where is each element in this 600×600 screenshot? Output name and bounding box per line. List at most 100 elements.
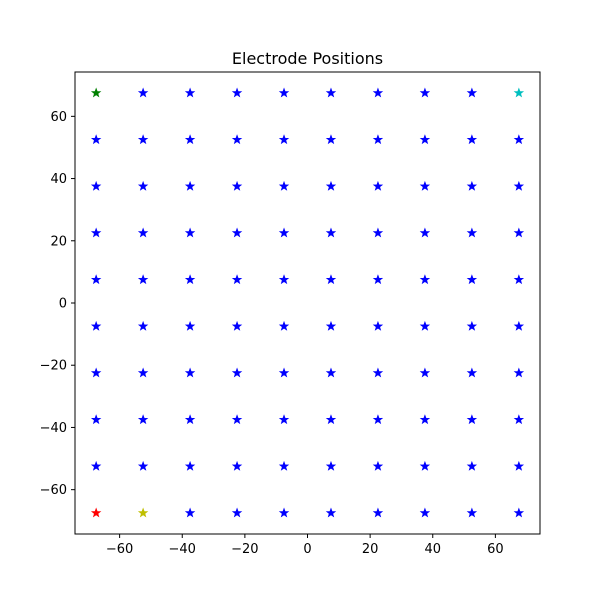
electrode-point	[325, 227, 337, 238]
electrode-point	[372, 180, 384, 191]
electrode-point	[325, 367, 337, 378]
y-tick-label: −60	[40, 483, 67, 498]
electrode-point	[184, 87, 196, 98]
x-tick-label: 20	[362, 542, 379, 557]
electrode-point	[372, 320, 384, 331]
electrode-point	[90, 227, 102, 238]
electrode-point	[325, 414, 337, 425]
electrode-point	[325, 180, 337, 191]
electrode-point	[90, 134, 102, 145]
electrode-point	[513, 134, 525, 145]
electrode-point	[184, 320, 196, 331]
electrode-point	[513, 367, 525, 378]
electrode-point	[231, 180, 243, 191]
electrode-point	[372, 227, 384, 238]
electrode-point	[90, 414, 102, 425]
y-tick-label: −40	[40, 421, 67, 436]
x-axis: −60 −40 −20 0 20 40 60	[106, 534, 504, 557]
electrode-point	[419, 367, 431, 378]
electrode-point	[90, 460, 102, 471]
electrode-point	[466, 134, 478, 145]
electrode-point	[466, 507, 478, 518]
electrode-point	[90, 367, 102, 378]
electrode-point	[513, 180, 525, 191]
electrode-point	[231, 320, 243, 331]
electrode-point	[325, 274, 337, 285]
y-tick-label: 20	[50, 234, 67, 249]
electrode-point	[278, 367, 290, 378]
electrode-point	[278, 87, 290, 98]
electrode-point	[90, 87, 102, 98]
electrode-point	[513, 507, 525, 518]
x-tick-label: −60	[106, 542, 133, 557]
electrode-point	[466, 367, 478, 378]
electrode-point	[184, 134, 196, 145]
electrode-point	[419, 320, 431, 331]
electrode-point	[278, 460, 290, 471]
electrode-point	[466, 320, 478, 331]
electrode-point	[325, 320, 337, 331]
electrode-point	[184, 367, 196, 378]
electrode-point	[231, 507, 243, 518]
electrode-point	[184, 507, 196, 518]
y-tick-label: 0	[59, 297, 67, 312]
electrode-point	[231, 87, 243, 98]
electrode-point	[184, 227, 196, 238]
electrode-point	[513, 87, 525, 98]
electrode-point	[466, 87, 478, 98]
electrode-point	[372, 87, 384, 98]
y-tick-label: 60	[50, 110, 67, 125]
electrode-point	[419, 507, 431, 518]
electrode-point	[184, 414, 196, 425]
electrode-point	[278, 320, 290, 331]
electrode-point	[372, 134, 384, 145]
electrode-point	[419, 134, 431, 145]
electrode-point	[137, 367, 149, 378]
electrode-point	[231, 414, 243, 425]
electrode-point	[372, 507, 384, 518]
electrode-point	[90, 180, 102, 191]
electrode-point	[419, 227, 431, 238]
electrode-point	[325, 134, 337, 145]
electrode-point	[278, 274, 290, 285]
electrode-point	[231, 367, 243, 378]
electrode-point	[137, 180, 149, 191]
electrode-point	[466, 460, 478, 471]
electrode-point	[513, 227, 525, 238]
electrode-point	[137, 134, 149, 145]
electrode-point	[419, 460, 431, 471]
electrode-point	[184, 180, 196, 191]
x-tick-label: 0	[303, 542, 311, 557]
electrode-point	[137, 227, 149, 238]
y-tick-label: 40	[50, 172, 67, 187]
electrode-point	[231, 227, 243, 238]
electrode-point	[325, 87, 337, 98]
electrode-point	[90, 507, 102, 518]
electrode-points	[90, 87, 525, 518]
x-tick-label: −20	[231, 542, 258, 557]
electrode-point	[137, 320, 149, 331]
electrode-point	[231, 274, 243, 285]
electrode-point	[513, 274, 525, 285]
electrode-point	[137, 274, 149, 285]
electrode-point	[278, 180, 290, 191]
electrode-point	[419, 87, 431, 98]
electrode-point	[466, 274, 478, 285]
electrode-point	[137, 87, 149, 98]
electrode-point	[513, 414, 525, 425]
electrode-point	[372, 460, 384, 471]
y-tick-label: −20	[40, 359, 67, 374]
electrode-point	[278, 227, 290, 238]
x-tick-label: 60	[487, 542, 504, 557]
electrode-point	[372, 274, 384, 285]
chart-title: Electrode Positions	[232, 49, 383, 68]
electrode-point	[372, 414, 384, 425]
electrode-point	[90, 274, 102, 285]
electrode-point	[325, 507, 337, 518]
electrode-point	[278, 414, 290, 425]
electrode-point	[184, 274, 196, 285]
electrode-point	[466, 414, 478, 425]
electrode-point	[137, 507, 149, 518]
electrode-point	[513, 460, 525, 471]
